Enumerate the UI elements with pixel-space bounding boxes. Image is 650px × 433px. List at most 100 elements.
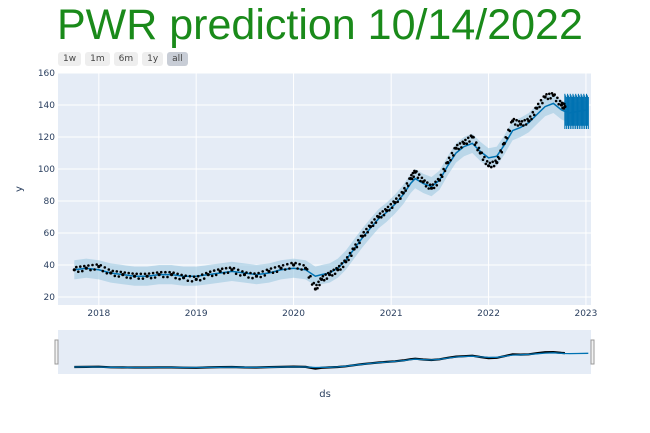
actual-point [180, 273, 183, 277]
actual-point [155, 271, 159, 274]
actual-point [281, 264, 285, 267]
actual-point [340, 262, 344, 265]
actual-point [411, 171, 415, 175]
actual-point [460, 146, 463, 149]
actual-point [224, 266, 228, 270]
actual-point [290, 261, 293, 265]
actual-point [417, 173, 421, 176]
range-slider-left-handle[interactable] [54, 339, 59, 365]
actual-point [480, 151, 484, 154]
actual-point [321, 274, 325, 278]
actual-point [341, 265, 345, 269]
actual-point [498, 157, 501, 160]
actual-point [543, 95, 547, 99]
x-tick-labels: 2018 2019 2020 2021 2022 2023 [87, 309, 597, 319]
actual-point [168, 270, 171, 274]
actual-point [456, 143, 459, 147]
actual-point [83, 264, 86, 268]
actual-point [111, 269, 115, 273]
y-tick-label: 60 [44, 229, 56, 239]
actual-point [91, 263, 94, 267]
actual-point [216, 268, 220, 271]
actual-point [84, 266, 88, 270]
actual-point [439, 173, 443, 177]
actual-point [247, 276, 250, 279]
actual-point [196, 274, 200, 278]
actual-point [123, 271, 127, 274]
actual-point [531, 110, 535, 114]
actual-point [556, 96, 559, 100]
actual-point [356, 238, 360, 242]
actual-point [99, 264, 103, 267]
actual-point [485, 160, 489, 163]
actual-point [380, 216, 383, 219]
actual-point [532, 113, 536, 117]
actual-point [517, 120, 521, 123]
actual-point [492, 164, 496, 168]
actual-point [113, 274, 117, 278]
actual-point [101, 269, 105, 273]
actual-point [328, 273, 332, 277]
actual-point [277, 265, 281, 268]
actual-point [239, 274, 242, 277]
range-selector: 1w 1m 6m 1y all [58, 52, 188, 66]
actual-point [208, 270, 212, 274]
actual-point [530, 117, 533, 121]
actual-point [103, 266, 107, 269]
range-button-1y[interactable]: 1y [142, 52, 164, 66]
actual-point [382, 213, 386, 217]
actual-point [137, 277, 140, 280]
range-slider-right-handle[interactable] [590, 339, 595, 365]
actual-point [385, 209, 389, 213]
actual-point [488, 161, 492, 165]
range-button-6m[interactable]: 6m [113, 52, 139, 66]
actual-point [242, 273, 247, 277]
actual-point [500, 150, 504, 154]
actual-point [557, 102, 560, 106]
actual-point [354, 243, 357, 246]
actual-point [366, 230, 370, 234]
actual-point [446, 161, 450, 165]
actual-point [174, 276, 177, 280]
actual-point [159, 270, 163, 274]
actual-point [190, 280, 194, 283]
actual-point [236, 268, 240, 272]
actual-point [536, 102, 540, 106]
range-button-1m[interactable]: 1m [85, 52, 110, 66]
actual-point [449, 158, 452, 162]
actual-point [333, 272, 337, 276]
range-button-all[interactable]: all [167, 52, 188, 66]
actual-point [452, 154, 455, 157]
actual-point [184, 274, 187, 278]
x-tick-label: 2020 [282, 309, 305, 319]
actual-point [362, 230, 366, 234]
actual-point [182, 276, 186, 280]
actual-point [166, 275, 169, 279]
actual-point [458, 142, 462, 145]
actual-point [79, 265, 82, 268]
range-button-1w[interactable]: 1w [58, 52, 82, 66]
actual-point [143, 272, 147, 276]
actual-point [378, 212, 382, 215]
actual-point [139, 272, 143, 276]
actual-point [432, 186, 436, 190]
x-tick-label: 2021 [380, 309, 403, 319]
actual-point [563, 102, 566, 106]
y-tick-label: 120 [38, 133, 55, 143]
actual-point [93, 268, 96, 271]
actual-point [424, 185, 428, 188]
actual-point [513, 123, 517, 126]
actual-point [288, 267, 291, 270]
actual-point [125, 276, 128, 279]
actual-point [406, 184, 410, 188]
actual-point [170, 273, 174, 277]
actual-point [410, 173, 413, 177]
actual-point [373, 218, 376, 221]
actual-point [468, 140, 471, 143]
actual-point [563, 105, 567, 109]
actual-point [230, 268, 234, 272]
actual-point [265, 268, 269, 272]
actual-point [77, 270, 80, 274]
actual-point [322, 278, 326, 282]
actual-point [390, 206, 394, 209]
